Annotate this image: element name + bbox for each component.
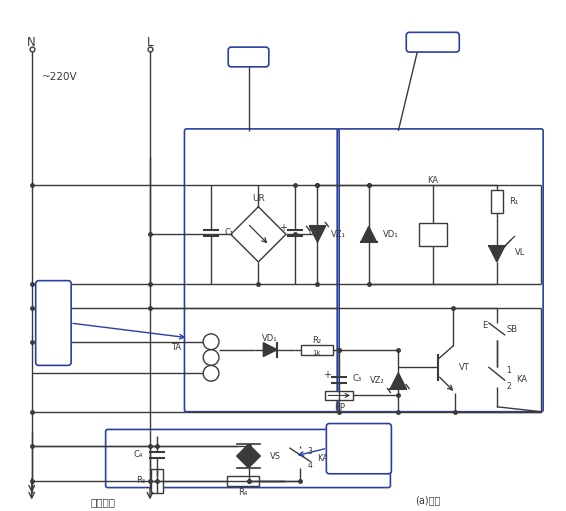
Text: VS: VS — [270, 452, 281, 460]
Text: +: + — [279, 223, 287, 234]
Bar — [151, 469, 163, 493]
Text: 4: 4 — [308, 461, 312, 471]
FancyBboxPatch shape — [36, 281, 71, 365]
Text: VZ₂: VZ₂ — [370, 376, 384, 385]
Text: KA: KA — [318, 454, 329, 462]
Text: R₂: R₂ — [312, 336, 321, 345]
Text: +: + — [323, 370, 331, 380]
Text: VD₁: VD₁ — [383, 230, 398, 239]
Text: 测: 测 — [51, 297, 56, 306]
Text: 检: 检 — [51, 284, 56, 293]
Text: ~220V: ~220V — [41, 72, 77, 82]
Text: VL: VL — [514, 247, 525, 257]
Text: VD₁: VD₁ — [263, 334, 278, 343]
Text: VT: VT — [460, 363, 470, 372]
Text: SB: SB — [507, 326, 518, 334]
Bar — [491, 190, 503, 213]
Text: C₁: C₁ — [225, 228, 234, 237]
Text: KA: KA — [517, 375, 528, 384]
Polygon shape — [237, 444, 248, 468]
Bar — [228, 476, 259, 485]
Text: R₃: R₃ — [136, 476, 145, 485]
Polygon shape — [310, 226, 325, 242]
Bar — [325, 390, 353, 401]
Text: E: E — [482, 321, 487, 331]
Text: 1k: 1k — [312, 350, 321, 356]
Polygon shape — [361, 226, 376, 242]
Text: 管组: 管组 — [354, 445, 364, 454]
Text: N: N — [27, 36, 36, 49]
Text: 直流电源: 直流电源 — [237, 52, 260, 62]
Text: C₂: C₂ — [308, 228, 318, 237]
Text: 3: 3 — [308, 447, 312, 456]
Polygon shape — [263, 343, 277, 357]
Text: 电: 电 — [51, 310, 56, 319]
Text: C₄: C₄ — [134, 450, 143, 458]
Bar — [419, 222, 447, 246]
Polygon shape — [489, 246, 505, 262]
Text: (a)电路: (a)电路 — [415, 495, 440, 505]
Text: 1: 1 — [507, 366, 512, 375]
Bar — [301, 345, 333, 355]
FancyBboxPatch shape — [406, 32, 459, 52]
Polygon shape — [391, 373, 406, 388]
Text: 晶闸: 晶闸 — [354, 432, 364, 441]
Text: 路: 路 — [51, 322, 56, 332]
Text: 2: 2 — [507, 382, 512, 390]
Text: R₄: R₄ — [238, 488, 248, 497]
Polygon shape — [248, 444, 260, 468]
Text: 去用户处: 去用户处 — [91, 497, 116, 507]
Text: KA: KA — [427, 176, 438, 184]
Text: RP: RP — [334, 403, 345, 412]
Text: 晶体管继电器: 晶体管继电器 — [415, 37, 451, 47]
Text: L: L — [147, 36, 153, 49]
Text: R₁: R₁ — [509, 197, 518, 206]
Text: C₃: C₃ — [353, 374, 362, 383]
Text: TA: TA — [171, 343, 182, 352]
Text: VZ₁: VZ₁ — [331, 230, 346, 239]
FancyBboxPatch shape — [327, 424, 392, 474]
FancyBboxPatch shape — [228, 47, 269, 67]
Text: UR: UR — [252, 194, 265, 203]
